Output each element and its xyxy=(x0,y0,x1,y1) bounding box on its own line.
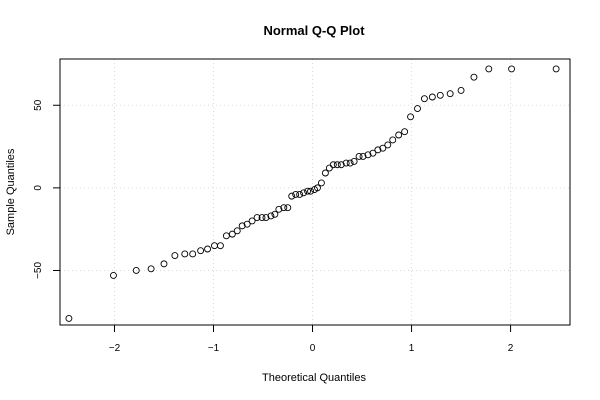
y-tick-label: 0 xyxy=(33,185,44,191)
data-point xyxy=(181,250,189,258)
data-point xyxy=(369,149,377,157)
data-point xyxy=(307,187,314,195)
data-point xyxy=(346,159,354,167)
data-point xyxy=(280,204,288,212)
data-point xyxy=(292,191,300,198)
data-point xyxy=(238,222,246,230)
plot-frame xyxy=(59,58,571,326)
data-point xyxy=(275,205,283,213)
data-point xyxy=(359,153,367,160)
data-point xyxy=(420,95,428,103)
data-point xyxy=(300,189,308,197)
data-point xyxy=(222,232,230,240)
data-point xyxy=(355,153,363,160)
data-point xyxy=(233,227,241,235)
data-point xyxy=(329,161,337,169)
data-point xyxy=(337,161,345,169)
data-point xyxy=(379,144,387,152)
data-point xyxy=(189,250,197,258)
data-point xyxy=(414,105,421,113)
y-tick-label: 50 xyxy=(33,99,44,111)
data-point xyxy=(171,252,179,260)
data-point xyxy=(470,73,478,81)
data-point xyxy=(350,157,358,165)
data-point xyxy=(197,247,205,255)
data-point xyxy=(262,214,270,222)
data-point xyxy=(407,113,415,121)
data-point xyxy=(267,212,275,220)
data-point xyxy=(284,204,292,212)
x-tick-label: −2 xyxy=(109,343,121,354)
data-point xyxy=(216,242,224,250)
x-tick-label: 0 xyxy=(310,343,316,354)
data-point xyxy=(211,242,218,250)
data-point xyxy=(248,217,256,225)
x-tick-label: −1 xyxy=(208,343,220,354)
data-point xyxy=(314,184,321,192)
data-point xyxy=(110,271,117,279)
data-point xyxy=(228,230,236,238)
data-point xyxy=(333,161,341,169)
x-tick-label: 1 xyxy=(409,343,415,354)
data-point xyxy=(243,220,251,228)
chart-title: Normal Q-Q Plot xyxy=(263,23,365,38)
data-point xyxy=(317,179,325,187)
data-point xyxy=(304,187,312,195)
data-point xyxy=(325,164,333,172)
data-points xyxy=(65,65,560,322)
data-point xyxy=(436,91,444,99)
data-point xyxy=(147,265,155,273)
data-point xyxy=(552,65,560,73)
axes: −2 −1 0 1 2 −50 0 50 xyxy=(33,99,514,354)
data-point xyxy=(384,141,392,149)
data-point xyxy=(132,267,140,274)
data-point xyxy=(65,314,73,322)
x-axis-label: Theoretical Quantiles xyxy=(262,372,366,384)
data-point xyxy=(253,214,261,222)
data-point xyxy=(160,260,168,268)
data-point xyxy=(389,136,397,144)
data-point xyxy=(428,93,436,101)
y-tick-label: −50 xyxy=(33,262,44,279)
data-point xyxy=(296,191,304,198)
data-point xyxy=(446,90,454,98)
data-point xyxy=(321,169,329,177)
data-point xyxy=(204,245,212,253)
data-point xyxy=(508,65,516,73)
data-point xyxy=(288,192,296,200)
data-point xyxy=(342,159,350,167)
data-point xyxy=(485,65,493,73)
data-point xyxy=(364,151,372,159)
grid xyxy=(60,59,570,325)
data-point xyxy=(258,214,266,222)
y-axis-label: Sample Quantiles xyxy=(5,148,17,235)
data-point xyxy=(401,128,409,136)
data-point xyxy=(395,131,403,139)
data-point xyxy=(271,210,279,218)
data-point xyxy=(374,146,382,154)
data-point xyxy=(457,86,465,94)
x-tick-label: 2 xyxy=(508,343,514,354)
